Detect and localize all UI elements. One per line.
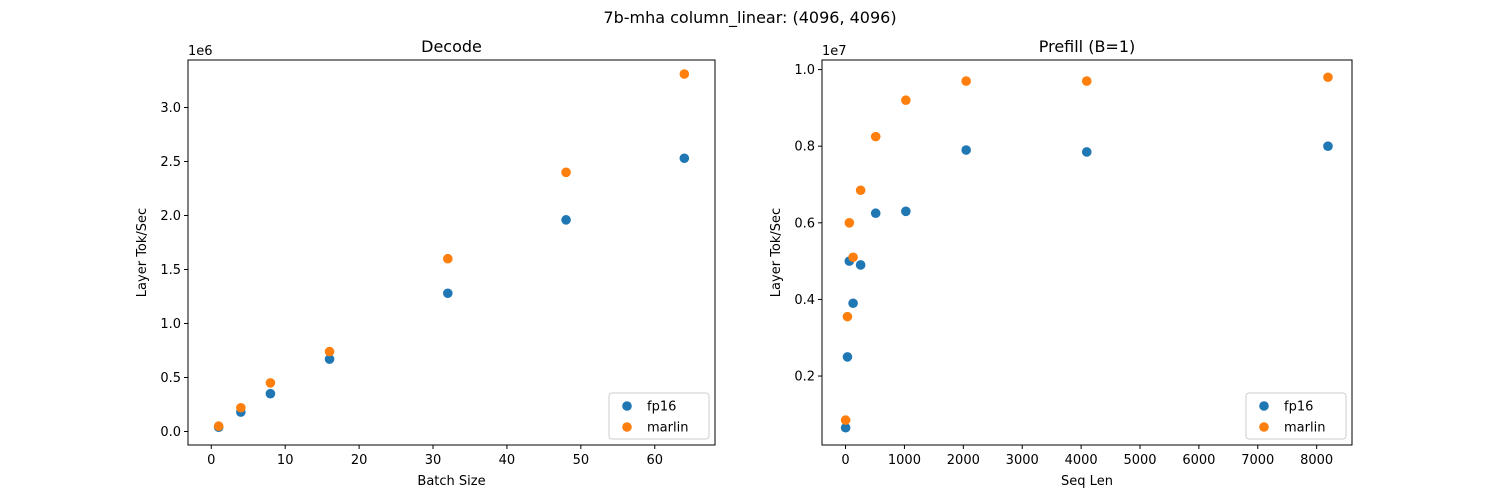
x-tick-label: 50 [573, 453, 590, 468]
y-tick-label: 0.8 [794, 140, 815, 155]
legend-marker [622, 401, 632, 411]
y-tick-label: 0.4 [794, 293, 815, 308]
legend-marker [622, 422, 632, 432]
data-point [901, 95, 911, 106]
data-point [840, 415, 851, 425]
x-tick-label: 40 [499, 453, 516, 468]
legend-marker [1259, 422, 1269, 432]
x-tick-label: 2000 [947, 453, 980, 468]
data-point [265, 378, 276, 388]
x-tick-label: 4000 [1065, 453, 1098, 468]
data-point [1081, 76, 1092, 86]
data-point [561, 215, 571, 225]
data-point [961, 76, 971, 86]
y-offset-label: 1e6 [188, 44, 213, 59]
x-tick-label: 60 [646, 453, 663, 468]
series-marlin [840, 72, 1333, 425]
axes-frame [821, 59, 1353, 446]
x-tick-label: 5000 [1123, 453, 1156, 468]
data-point [324, 346, 335, 357]
data-point [265, 388, 276, 399]
data-point [679, 153, 690, 164]
x-tick-label: 7000 [1241, 453, 1274, 468]
x-tick-label: 10 [277, 453, 294, 468]
data-point [842, 352, 853, 362]
data-point [901, 206, 911, 217]
y-offset-label: 1e7 [822, 44, 847, 59]
figure-suptitle: 7b-mha column_linear: (4096, 4096) [603, 8, 896, 28]
x-tick-label: 8000 [1300, 453, 1333, 468]
y-tick-label: 0.6 [794, 216, 815, 231]
legend-label: fp16 [1284, 400, 1313, 415]
x-axis-label: Batch Size [417, 474, 485, 489]
data-point [1081, 147, 1092, 157]
legend: fp16 marlin [1245, 392, 1347, 440]
y-tick-label: 2.5 [160, 155, 181, 170]
chart-title: Decode [421, 37, 482, 56]
y-tick-label: 0.2 [794, 370, 815, 385]
data-point [855, 185, 866, 196]
data-point [1323, 141, 1333, 151]
axes-frame [187, 59, 716, 446]
data-point [1323, 72, 1333, 83]
data-point [561, 167, 571, 178]
panel-0: Decode 0 10 20 30 40 50 60 0.0 0.5 1.0 1.5 2.0 2.5 3.0… [135, 37, 716, 489]
data-point [679, 69, 690, 79]
x-tick-label: 3000 [1006, 453, 1039, 468]
data-point [840, 422, 851, 433]
x-tick-label: 30 [425, 453, 442, 468]
y-axis-label: Layer Tok/Sec [769, 208, 784, 297]
x-tick-label: 1000 [888, 453, 921, 468]
x-tick-label: 0 [841, 453, 849, 468]
data-point [870, 208, 881, 219]
y-tick-label: 1.0 [794, 63, 815, 78]
series-fp16 [840, 141, 1333, 433]
legend-label: marlin [1284, 421, 1325, 436]
series-marlin [213, 69, 690, 431]
data-point [848, 252, 858, 263]
chart-title: Prefill (B=1) [1039, 37, 1136, 56]
data-point [848, 298, 858, 309]
series-fp16 [213, 153, 690, 432]
y-tick-label: 0.5 [160, 371, 181, 386]
data-point [213, 421, 224, 431]
data-point [844, 218, 855, 228]
data-point [443, 253, 453, 264]
data-point [842, 311, 853, 322]
x-tick-label: 6000 [1182, 453, 1215, 468]
x-axis-label: Seq Len [1061, 474, 1113, 489]
y-tick-label: 2.0 [160, 209, 181, 224]
legend-marker [1259, 401, 1269, 411]
panel-1: Prefill (B=1) 0 1000 2000 3000 4000 5000 6000 70… [769, 37, 1353, 489]
x-tick-label: 0 [207, 453, 215, 468]
legend-label: marlin [647, 421, 688, 436]
data-point [855, 260, 866, 270]
data-point [324, 354, 335, 364]
data-point [870, 131, 881, 142]
data-point [236, 402, 246, 413]
x-tick-label: 20 [351, 453, 368, 468]
legend-label: fp16 [647, 400, 676, 415]
data-point [443, 288, 453, 299]
y-axis-label: Layer Tok/Sec [135, 208, 150, 297]
legend: fp16 marlin [608, 392, 710, 440]
y-tick-label: 3.0 [160, 101, 181, 116]
y-tick-label: 0.0 [160, 425, 181, 440]
y-tick-label: 1.0 [160, 317, 181, 332]
data-point [961, 145, 971, 155]
y-tick-label: 1.5 [160, 263, 181, 278]
legend-box [608, 392, 710, 440]
legend-box [1245, 392, 1347, 440]
